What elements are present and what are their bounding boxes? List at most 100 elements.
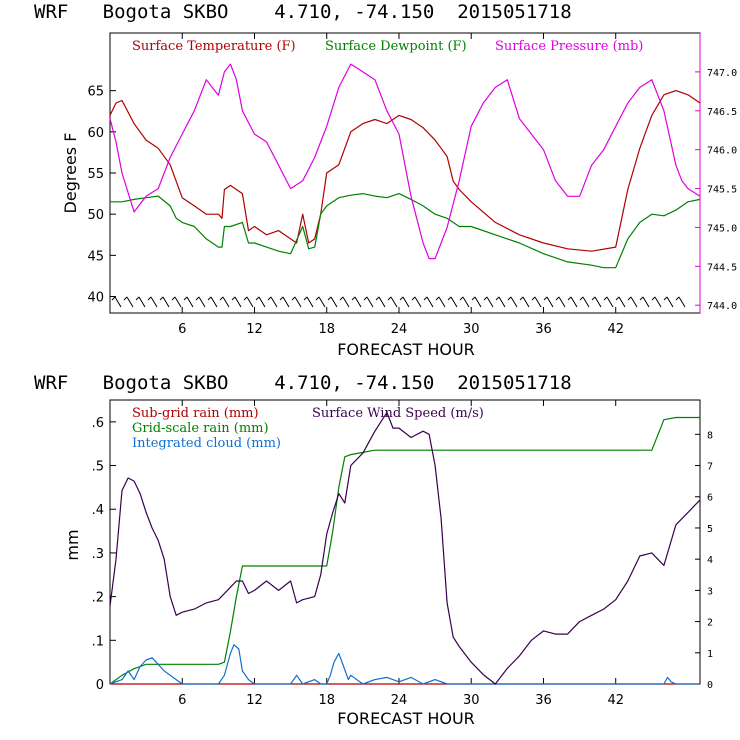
wind-barb bbox=[615, 296, 620, 301]
wind-barb bbox=[231, 296, 236, 301]
x-tick-label: 24 bbox=[391, 693, 408, 708]
y2-tick-label: 746.5 bbox=[707, 107, 737, 118]
wind-barb bbox=[210, 296, 218, 308]
wind-barb bbox=[330, 296, 338, 308]
y-tick-label: 50 bbox=[87, 208, 104, 223]
wind-barb bbox=[111, 296, 116, 301]
wind-barb bbox=[483, 296, 488, 301]
y-tick-label: 0 bbox=[96, 678, 104, 693]
chart1-y-label: Degrees F bbox=[61, 133, 80, 214]
wind-barb bbox=[126, 296, 134, 308]
wind-barb bbox=[678, 296, 686, 308]
x-tick-label: 36 bbox=[535, 693, 552, 708]
x-tick-label: 42 bbox=[607, 693, 624, 708]
wind-barb bbox=[255, 296, 260, 301]
y-tick-label: .5 bbox=[92, 460, 104, 475]
wind-barb bbox=[147, 296, 152, 301]
grid-scale-rain-line bbox=[109, 416, 700, 685]
wind-barb bbox=[618, 296, 626, 308]
wind-barb bbox=[546, 296, 554, 308]
y2-tick-label: 744.0 bbox=[707, 301, 737, 312]
x-tick-label: 24 bbox=[391, 322, 408, 337]
wind-barb bbox=[675, 296, 680, 301]
wind-barb bbox=[642, 296, 650, 308]
x-tick-label: 6 bbox=[178, 693, 186, 708]
y-tick-label: 60 bbox=[87, 126, 104, 141]
wind-barb bbox=[315, 296, 320, 301]
chart1-x-label: FORECAST HOUR bbox=[337, 340, 475, 359]
y-tick-label: .1 bbox=[92, 634, 104, 649]
surface-wind-speed-line bbox=[109, 411, 701, 685]
wind-barb bbox=[138, 296, 146, 308]
wind-barb bbox=[294, 296, 302, 308]
wind-barb bbox=[411, 296, 416, 301]
x-tick-label: 18 bbox=[318, 693, 335, 708]
y-tick-label: 40 bbox=[87, 291, 104, 306]
wind-barb bbox=[603, 296, 608, 301]
legend-integrated-cloud: Integrated cloud (mm) bbox=[132, 436, 281, 451]
y2-tick-label: 2 bbox=[707, 618, 713, 629]
legend-grid-scale-rain: Grid-scale rain (mm) bbox=[132, 421, 269, 436]
wind-barb bbox=[390, 296, 398, 308]
chart2-y-label: mm bbox=[63, 529, 82, 560]
y2-tick-label: 0 bbox=[707, 680, 713, 691]
wind-barb bbox=[195, 296, 200, 301]
wind-barb bbox=[519, 296, 524, 301]
wind-barb bbox=[186, 296, 194, 308]
y2-tick-label: 8 bbox=[707, 430, 713, 441]
wind-barb bbox=[435, 296, 440, 301]
x-tick-label: 36 bbox=[535, 322, 552, 337]
y2-tick-label: 1 bbox=[707, 649, 713, 660]
wind-barb bbox=[543, 296, 548, 301]
wind-barb bbox=[114, 296, 122, 308]
wind-barb bbox=[243, 296, 248, 301]
wind-barb bbox=[123, 296, 128, 301]
wind-barb bbox=[507, 296, 512, 301]
wind-barb bbox=[591, 296, 596, 301]
wind-barb bbox=[375, 296, 380, 301]
legend-surface-pressure: Surface Pressure (mb) bbox=[495, 39, 643, 54]
wind-barb bbox=[339, 296, 344, 301]
wind-barb bbox=[639, 296, 644, 301]
wind-barb bbox=[534, 296, 542, 308]
wind-barb bbox=[630, 296, 638, 308]
legend-surface-wind-speed: Surface Wind Speed (m/s) bbox=[312, 406, 484, 421]
wind-barb bbox=[270, 296, 278, 308]
y2-tick-label: 745.0 bbox=[707, 223, 737, 234]
y2-tick-label: 747.0 bbox=[707, 68, 737, 79]
wind-barb bbox=[498, 296, 506, 308]
y2-tick-label: 7 bbox=[707, 462, 713, 473]
x-tick-label: 12 bbox=[246, 322, 263, 337]
wind-barb bbox=[387, 296, 392, 301]
wind-barb bbox=[318, 296, 326, 308]
wind-barb bbox=[246, 296, 254, 308]
wind-barb bbox=[447, 296, 452, 301]
x-tick-label: 12 bbox=[246, 693, 263, 708]
rain-wind-chart: WRF Bogota SKBO 4.710, -74.150 201505171… bbox=[34, 372, 713, 728]
wind-barb bbox=[267, 296, 272, 301]
chart1-series bbox=[109, 63, 701, 269]
wind-barb bbox=[567, 296, 572, 301]
y2-tick-label: 744.5 bbox=[707, 262, 737, 273]
wind-barb bbox=[399, 296, 404, 301]
y-tick-label: 45 bbox=[87, 249, 104, 264]
surface-dewpoint-line bbox=[110, 193, 701, 269]
wind-barb bbox=[663, 296, 668, 301]
legend-surface-temperature: Surface Temperature (F) bbox=[132, 39, 296, 54]
wind-barb bbox=[219, 296, 224, 301]
wind-barb bbox=[426, 296, 434, 308]
x-tick-label: 30 bbox=[463, 693, 480, 708]
wind-barb bbox=[594, 296, 602, 308]
wind-barb bbox=[354, 296, 362, 308]
wind-barb bbox=[486, 296, 494, 308]
wind-barb bbox=[423, 296, 428, 301]
y2-tick-label: 6 bbox=[707, 493, 713, 504]
wind-barb bbox=[438, 296, 446, 308]
wind-barb bbox=[351, 296, 356, 301]
wind-barb bbox=[570, 296, 578, 308]
wind-barb bbox=[471, 296, 476, 301]
chart2-series bbox=[109, 411, 701, 685]
wind-barb bbox=[462, 296, 470, 308]
wind-barb bbox=[666, 296, 674, 308]
